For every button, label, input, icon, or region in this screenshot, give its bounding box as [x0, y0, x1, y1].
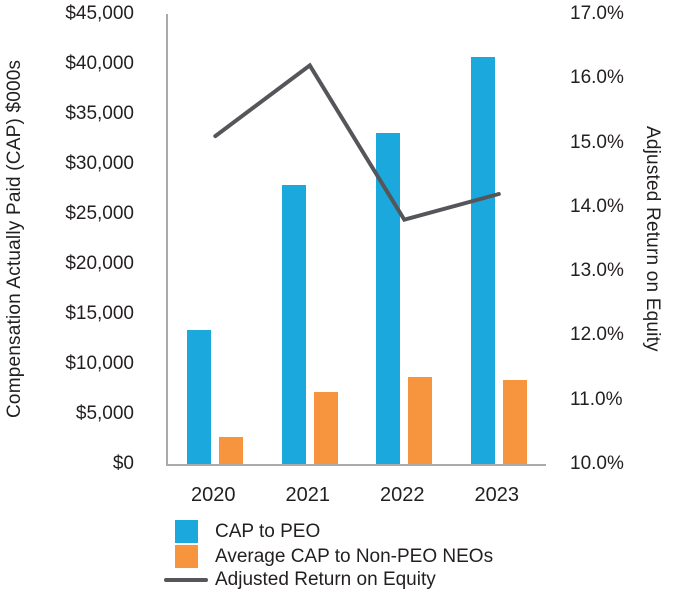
- y-right-tick-label: 12.0%: [570, 324, 624, 346]
- roe-line-layer: [213, 62, 501, 223]
- legend-item: Average CAP to Non-PEO NEOs: [164, 544, 493, 569]
- legend-label: Adjusted Return on Equity: [215, 568, 436, 590]
- legend-square-swatch: [164, 545, 208, 568]
- non-peo-bar-2020: [219, 437, 244, 464]
- legend-item: CAP to PEO: [164, 519, 493, 544]
- cap-peo-bar-2021: [281, 185, 306, 464]
- legend-label: CAP to PEO: [215, 520, 321, 542]
- y-left-tick-label: $20,000: [65, 253, 134, 274]
- roe-line: [213, 62, 501, 223]
- cap-peo-bar-2020: [187, 330, 212, 464]
- y-left-tick-label: $30,000: [65, 153, 134, 174]
- x-tick-label-2022: 2022: [380, 484, 425, 506]
- non-peo-bar-2021: [313, 392, 338, 464]
- x-tick-label-2023: 2023: [474, 484, 520, 506]
- plot-area: [166, 14, 546, 466]
- y-right-tick-label: 17.0%: [570, 3, 624, 24]
- x-tick-label-2021: 2021: [285, 484, 331, 506]
- legend: CAP to PEO Average CAP to Non-PEO NEOs Adj…: [164, 519, 493, 590]
- non-peo-bar-2023: [502, 380, 527, 464]
- y-left-tick-label: $10,000: [65, 353, 134, 374]
- right-axis-title: Adjusted Return on Equity: [642, 126, 663, 352]
- y-right-tick-label: 13.0%: [570, 260, 624, 282]
- y-left-tick-label: $25,000: [65, 203, 134, 224]
- left-axis-title: Compensation Actually Paid (CAP) $000s: [4, 59, 25, 419]
- non-peo-bar-2022: [408, 377, 433, 464]
- y-right-tick-label: 15.0%: [570, 131, 624, 153]
- y-left-tick-label: $35,000: [65, 103, 134, 124]
- y-right-tick-label: 14.0%: [570, 195, 624, 217]
- y-left-tick-label: $0: [112, 453, 134, 474]
- legend-label: Average CAP to Non-PEO NEOs: [215, 545, 494, 567]
- cap-peo-bar-2022: [376, 133, 401, 464]
- y-left-tick-label: $15,000: [65, 303, 134, 324]
- legend-line-swatch: [164, 577, 208, 582]
- cap-peo-bar-2023: [470, 57, 495, 464]
- line-swatch-icon: [164, 577, 208, 582]
- y-right-tick-label: 16.0%: [570, 67, 624, 89]
- square-swatch-icon: [175, 545, 198, 568]
- y-right-tick-label: 11.0%: [570, 388, 623, 410]
- y-right-tick-label: 10.0%: [570, 453, 624, 474]
- legend-square-swatch: [164, 520, 208, 543]
- y-left-tick-label: $45,000: [65, 3, 134, 24]
- legend-item: Adjusted Return on Equity: [164, 569, 493, 590]
- x-tick-label-2020: 2020: [191, 484, 236, 506]
- y-left-tick-label: $5,000: [75, 403, 134, 424]
- square-swatch-icon: [175, 520, 198, 543]
- y-left-tick-label: $40,000: [65, 53, 134, 74]
